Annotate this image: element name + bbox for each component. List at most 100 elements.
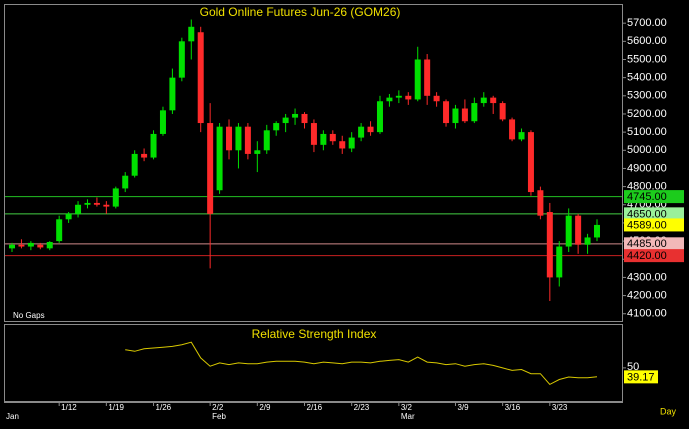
candle-body <box>339 141 346 149</box>
level-box <box>624 218 684 232</box>
candle-body <box>301 113 308 124</box>
candle-body <box>178 41 185 78</box>
candle-body <box>244 126 251 154</box>
candle-body <box>358 126 365 138</box>
y-tick-label: 4200.00 <box>627 289 667 301</box>
candle-body <box>207 123 214 214</box>
candle-body <box>376 101 383 133</box>
candle-body <box>329 133 336 142</box>
level-label: 4589.00 <box>627 219 667 231</box>
candle-body <box>405 95 412 100</box>
candle-body <box>188 26 195 42</box>
x-tick-label: 2/16 <box>307 403 323 412</box>
candle-body <box>414 59 421 100</box>
candle-body <box>27 242 34 247</box>
rsi-value-box <box>624 370 658 384</box>
candle-body <box>395 95 402 98</box>
level-label: 4420.00 <box>627 250 667 262</box>
rsi-y-tick-label: 50 <box>627 361 639 373</box>
level-box <box>624 237 684 251</box>
candle-body <box>226 126 233 151</box>
x-tick-label: 1/19 <box>108 403 124 412</box>
y-tick-label: 5100.00 <box>627 126 667 138</box>
candle-body <box>594 224 600 238</box>
candle-body <box>461 108 468 122</box>
candle-body <box>509 119 516 140</box>
y-tick-label: 4900.00 <box>627 162 667 174</box>
candle-body <box>452 108 459 124</box>
candle-body <box>527 132 534 193</box>
y-tick-label: 4300.00 <box>627 271 667 283</box>
level-label: 4745.00 <box>627 191 667 203</box>
candle-body <box>169 77 176 111</box>
period-label: Day <box>660 406 677 416</box>
rsi-line <box>125 341 598 386</box>
level-box <box>624 207 684 221</box>
month-label: Jan <box>6 412 19 421</box>
y-tick-label: 5600.00 <box>627 35 667 47</box>
gaps-note: No Gaps <box>13 311 45 320</box>
candle-body <box>386 97 393 102</box>
candle-body <box>537 190 544 216</box>
y-tick-label: 4800.00 <box>627 181 667 193</box>
y-tick-label: 5300.00 <box>627 90 667 102</box>
candle-body <box>122 175 129 189</box>
candle-body <box>65 213 72 220</box>
candle-body <box>56 219 63 242</box>
candle-body <box>103 204 110 207</box>
candle-body <box>254 150 261 154</box>
candle-body <box>18 244 25 247</box>
candle-body <box>424 59 431 96</box>
month-label: Feb <box>212 412 226 421</box>
candle-body <box>235 126 242 151</box>
candle-body <box>518 132 525 140</box>
y-tick-label: 4100.00 <box>627 308 667 320</box>
candle-body <box>159 110 166 134</box>
candle-body <box>480 97 487 104</box>
candle-body <box>75 204 82 214</box>
candle-body <box>584 237 591 245</box>
candle-body <box>575 215 582 245</box>
candle-body <box>150 133 157 158</box>
candle-body <box>84 202 91 205</box>
candle-body <box>320 133 327 145</box>
rsi-title: Relative Strength Index <box>252 327 377 341</box>
x-tick-label: 2/2 <box>212 403 224 412</box>
y-tick-label: 5400.00 <box>627 72 667 84</box>
price-panel <box>4 4 623 322</box>
x-tick-label: 2/9 <box>259 403 271 412</box>
y-tick-label: 5000.00 <box>627 144 667 156</box>
x-tick-label: 3/2 <box>401 403 413 412</box>
x-tick-label: 1/12 <box>61 403 77 412</box>
level-box <box>624 249 684 263</box>
candle-body <box>141 153 148 158</box>
candle-body <box>499 103 506 120</box>
candle-body <box>490 97 497 104</box>
y-tick-label: 5200.00 <box>627 108 667 120</box>
candle-body <box>197 32 204 124</box>
candle-body <box>263 130 270 151</box>
x-tick-label: 1/26 <box>156 403 172 412</box>
candle-body <box>112 188 119 207</box>
month-label: Mar <box>401 412 415 421</box>
candle-body <box>546 212 553 278</box>
candle-body <box>9 244 15 249</box>
candle-body <box>348 137 355 149</box>
y-tick-label: 5500.00 <box>627 53 667 65</box>
level-box <box>624 190 684 204</box>
candle-body <box>46 242 53 249</box>
candle-body <box>131 153 138 176</box>
x-tick-label: 2/23 <box>354 403 370 412</box>
candle-body <box>282 117 289 124</box>
y-tick-label: 5700.00 <box>627 17 667 29</box>
x-tick-label: 3/16 <box>505 403 521 412</box>
level-label: 4485.00 <box>627 238 667 250</box>
candle-body <box>556 246 563 278</box>
candle-body <box>273 123 280 131</box>
candle-body <box>367 126 374 133</box>
candle-body <box>443 101 450 124</box>
level-label: 4650.00 <box>627 208 667 220</box>
